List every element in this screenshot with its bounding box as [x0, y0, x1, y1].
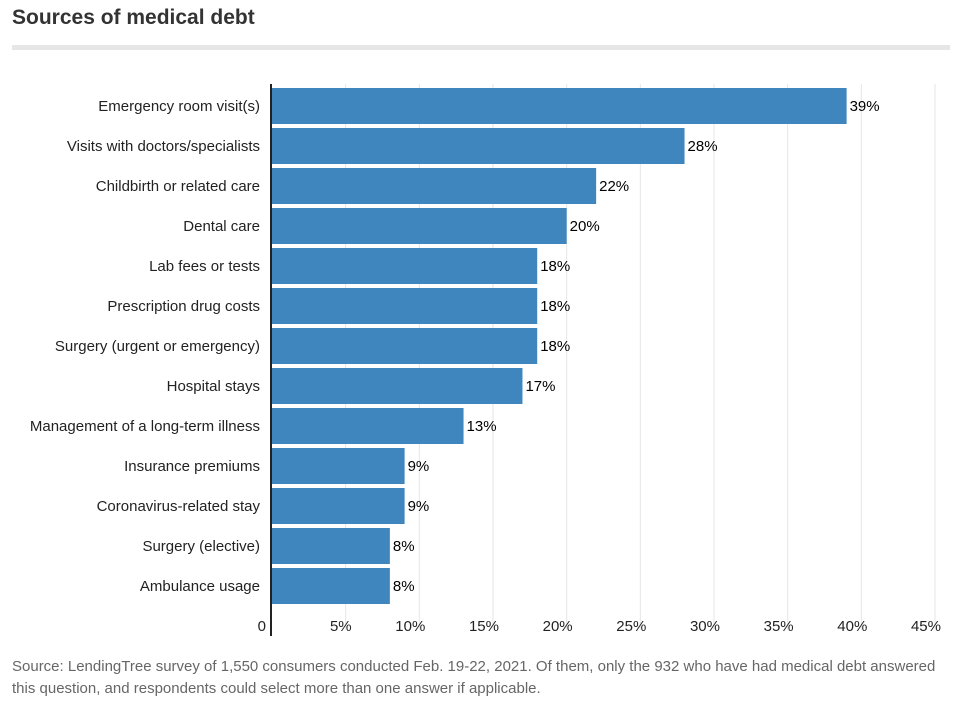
category-label: Childbirth or related care [96, 178, 260, 195]
bar [272, 288, 538, 324]
x-tick-label: 20% [543, 618, 573, 635]
x-tick-label: 0 [258, 618, 266, 635]
data-label: 8% [393, 578, 415, 595]
bar [272, 328, 538, 364]
data-label: 18% [540, 338, 570, 355]
category-label: Surgery (urgent or emergency) [55, 338, 260, 355]
bar [272, 88, 847, 124]
x-tick-label: 30% [690, 618, 720, 635]
category-label: Lab fees or tests [149, 258, 260, 275]
data-label: 28% [688, 138, 718, 155]
bar [272, 208, 567, 244]
x-tick-label: 35% [764, 618, 794, 635]
bar [272, 408, 464, 444]
title-divider [12, 45, 950, 50]
category-label: Ambulance usage [140, 578, 260, 595]
data-label: 39% [850, 98, 880, 115]
x-tick-labels: 0 5% 10% 15% 20% 25% 30% 35% 40% 45% [258, 618, 941, 635]
category-label: Prescription drug costs [107, 298, 260, 315]
data-label: 17% [525, 378, 555, 395]
data-label: 8% [393, 538, 415, 555]
bar [272, 568, 390, 604]
x-tick-label: 5% [330, 618, 352, 635]
bars [272, 88, 847, 604]
category-label: Visits with doctors/specialists [67, 138, 260, 155]
data-label: 20% [570, 218, 600, 235]
category-label: Emergency room visit(s) [98, 98, 260, 115]
category-label: Surgery (elective) [142, 538, 260, 555]
bar [272, 168, 597, 204]
data-label: 18% [540, 298, 570, 315]
value-labels: 39% 28% 22% 20% 18% 18% 18% 17% 13% 9% 9% 8% 8% [393, 98, 880, 595]
x-tick-label: 40% [837, 618, 867, 635]
data-label: 9% [408, 458, 430, 475]
bar [272, 488, 405, 524]
source-note: Source: LendingTree survey of 1,550 cons… [12, 658, 936, 697]
category-label: Dental care [183, 218, 260, 235]
data-label: 22% [599, 178, 629, 195]
data-label: 18% [540, 258, 570, 275]
bar [272, 248, 538, 284]
data-label: 13% [467, 418, 497, 435]
data-label: 9% [408, 498, 430, 515]
category-label: Hospital stays [167, 378, 260, 395]
x-tick-label: 15% [469, 618, 499, 635]
bar-chart: Emergency room visit(s) Visits with docto… [30, 84, 941, 636]
bar [272, 368, 523, 404]
bar [272, 448, 405, 484]
category-label: Management of a long-term illness [30, 418, 260, 435]
category-label: Insurance premiums [124, 458, 260, 475]
category-label: Coronavirus-related stay [97, 498, 261, 515]
x-tick-label: 10% [395, 618, 425, 635]
bar [272, 528, 390, 564]
chart-title: Sources of medical debt [12, 6, 255, 29]
x-tick-label: 45% [911, 618, 941, 635]
bar [272, 128, 685, 164]
x-tick-label: 25% [616, 618, 646, 635]
category-labels: Emergency room visit(s) Visits with docto… [30, 98, 261, 595]
